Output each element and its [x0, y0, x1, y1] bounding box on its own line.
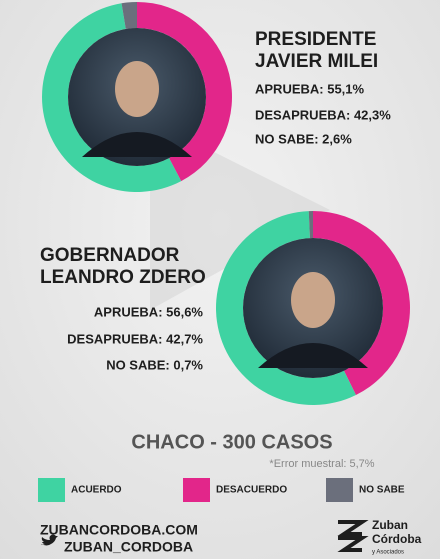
chart-title: JAVIER MILEI: [255, 51, 378, 72]
logo-mark: [337, 520, 369, 552]
value-label: DESAPRUEBA: 42,3%: [255, 107, 391, 122]
donut-segment: [41, 3, 182, 193]
legend-swatch: [326, 478, 353, 502]
logo: Zuban Córdoba y Asociados: [337, 518, 422, 556]
value-label: DESAPRUEBA: 42,7%: [67, 331, 203, 346]
donut-segment: [308, 211, 313, 239]
donut-segment: [137, 2, 233, 182]
logo-text: Córdoba: [372, 532, 422, 546]
chart-title: GOBERNADOR: [40, 245, 180, 266]
photo-body: [258, 343, 368, 368]
donut-segment: [313, 211, 410, 395]
legend-label: ACUERDO: [71, 485, 122, 496]
photo: [68, 28, 206, 166]
photo: [243, 238, 383, 378]
photo-face: [115, 61, 159, 117]
legend-swatch: [38, 478, 65, 502]
value-label: NO SABE: 0,7%: [106, 357, 203, 372]
logo-text: Zuban: [372, 518, 408, 532]
subtitle: CHACO - 300 CASOS: [131, 431, 332, 453]
legend-swatch: [183, 478, 210, 502]
legend-label: DESACUERDO: [216, 485, 287, 496]
donut-segment: [215, 211, 356, 406]
chart-title: LEANDRO ZDERO: [40, 267, 206, 288]
value-label: APRUEBA: 55,1%: [255, 81, 365, 96]
website: ZUBANCORDOBA.COM: [40, 522, 198, 538]
logo-text: y Asociados: [372, 550, 404, 556]
donut-segment: [121, 2, 137, 29]
value-label: APRUEBA: 56,6%: [94, 304, 204, 319]
twitter: ZUBAN_CORDOBA: [64, 539, 193, 555]
legend-label: NO SABE: [359, 485, 405, 496]
value-label: NO SABE: 2,6%: [255, 131, 352, 146]
twitter-icon: [41, 534, 58, 546]
photo-face: [291, 272, 335, 328]
chart-title: PRESIDENTE: [255, 29, 376, 50]
photo-body: [82, 132, 192, 157]
note: *Error muestral: 5,7%: [269, 458, 374, 470]
